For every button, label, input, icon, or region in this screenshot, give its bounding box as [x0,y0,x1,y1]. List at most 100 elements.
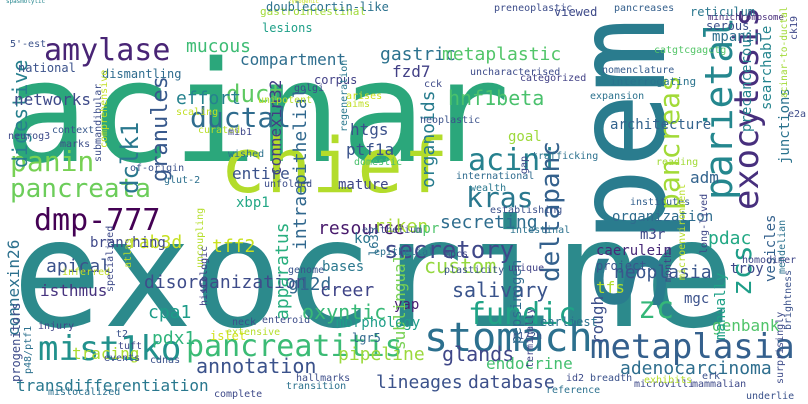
word-uncharacterised: uncharacterised [470,67,561,78]
word-e2a: e2a [788,109,807,120]
word-of-origin: of-origin [130,163,185,174]
word-viewed: viewed [554,5,598,19]
word-apical: apical [46,256,112,277]
word-long-lived: long-lived [699,193,710,254]
word-p48-ptf1: p48/ptf1 [23,325,34,374]
word-salivary: salivary [452,278,549,302]
word-dmp-777: dmp-777 [34,203,161,238]
word-neoplastic: neoplastic [420,115,481,126]
word-curated: curated [198,125,241,136]
word-t2: t2 [116,329,129,340]
word-m3r: m3r [640,227,666,243]
word-zymogenic: zymogenic [288,0,319,5]
word-comprehensive: comprehensive [99,69,110,148]
word-duct: duct [226,80,284,108]
word-pancreases: pancreases [614,3,675,14]
word-cpa1: cpa1 [148,302,192,323]
word-vesicles: vesicles [763,214,779,282]
word-neurog3: neurog3 [8,131,51,142]
word-mislocalized: mislocalized [48,387,121,398]
word-pancreatitis: pancreatitis [186,329,403,364]
word-adenocarcinoma: adenocarcinoma [620,358,772,379]
word-lineages: lineages [376,372,463,393]
word-national: national [18,61,76,75]
word-database: database [468,372,555,393]
word-microenvironment: microenvironment [677,183,688,280]
word-amylase: amylase [44,33,171,68]
word-g12d: g12d [288,274,332,295]
word-precancerous: precancerous [739,30,755,132]
word-mgc: mgc [684,291,710,307]
word-homodimer: homodimer [742,255,797,266]
word-reading: reading [656,157,699,168]
word-international: international [456,171,535,182]
word-architecture: architecture [610,117,712,133]
word-hnf1beta: hnf1beta [448,86,545,110]
word-endocrine: endocrine [486,354,573,373]
word-acini: acini [468,143,559,178]
word-microvilli: microvilli [634,379,695,390]
word-intraepithelial: intraepithelial [290,87,311,250]
word-epithelium: epithelium [362,225,423,236]
word-brightness: brightness [783,269,794,330]
word-transdifferentiation: transdifferentiation [16,376,209,395]
word-dclk1: dclk1 [116,121,144,194]
word-genome: genome [288,265,325,276]
word-tracing: tracing [72,344,140,363]
word-histologic: histologic [199,245,210,306]
word-project: project [596,259,647,273]
word-ductal: ductal [190,101,292,134]
word-organoids: organoids [418,90,439,188]
word-panin: panin [10,145,95,178]
word-glut-2: glut-2 [164,175,201,186]
word-months: months [663,245,674,282]
word-pipeline: pipeline [338,344,425,365]
word-mammalian: mammalian [692,379,747,390]
word-golgi: golgi [294,83,325,94]
word-mist1ko: mist1ko [38,329,182,369]
word-minichromosome: minichromosome [708,13,784,23]
word-ck19: ck19 [789,15,800,40]
word-reticulum: reticulum [690,5,756,19]
word-troy: troy [730,261,764,277]
word-aims: aims [346,99,371,110]
word-preneoplastic: preneoplastic [494,3,573,14]
word-mucous: mucous [186,36,252,57]
word-mpanin: mpanin [712,29,763,45]
word-intestinal: intestinal [510,225,571,236]
word-creer: creer [320,280,375,301]
word-categorized: categorized [520,73,587,84]
word-progenitors: progenitors [9,302,23,382]
word-ko: ko [354,231,371,247]
word-cck: cck [424,79,443,90]
word-genbank: genbank [712,316,780,335]
word-entire: entire [232,164,290,183]
word-manually: manually [713,272,729,340]
word-acinar: acinar [4,32,510,195]
word-mib1: mib1 [228,127,253,138]
word-lgr5: lgr5 [352,331,381,345]
word-transition: transition [286,381,347,392]
word-gastric: gastric [380,44,456,65]
word-pdac: pdac [708,228,752,249]
word-fzd7: fzd7 [392,62,431,81]
word-secretory: secretory [384,236,515,264]
word-junctions: junctions [777,88,793,164]
word-xbp1: xbp1 [236,195,270,211]
word-exhibits: exhibits [644,375,693,386]
word-lesions: lesions [262,21,313,35]
word-enteroid: enteroid [262,315,311,326]
word-ptf1a: ptf1a [346,140,395,159]
word-metaplastic: metaplastic [442,44,562,65]
word-htgs: htgs [350,120,389,139]
word-trafficking: trafficking [532,151,599,162]
word-plasticity: plasticity [444,265,505,276]
word-id2: id2 [566,373,585,384]
word-stomach: stomach [424,315,593,361]
word-regeneration: regeneration [339,59,350,132]
word-serous: serous [706,19,750,33]
word-mature: mature [338,177,389,193]
word-disorganization: disorganization [144,272,307,293]
word-interrogating: interrogating [610,75,697,88]
